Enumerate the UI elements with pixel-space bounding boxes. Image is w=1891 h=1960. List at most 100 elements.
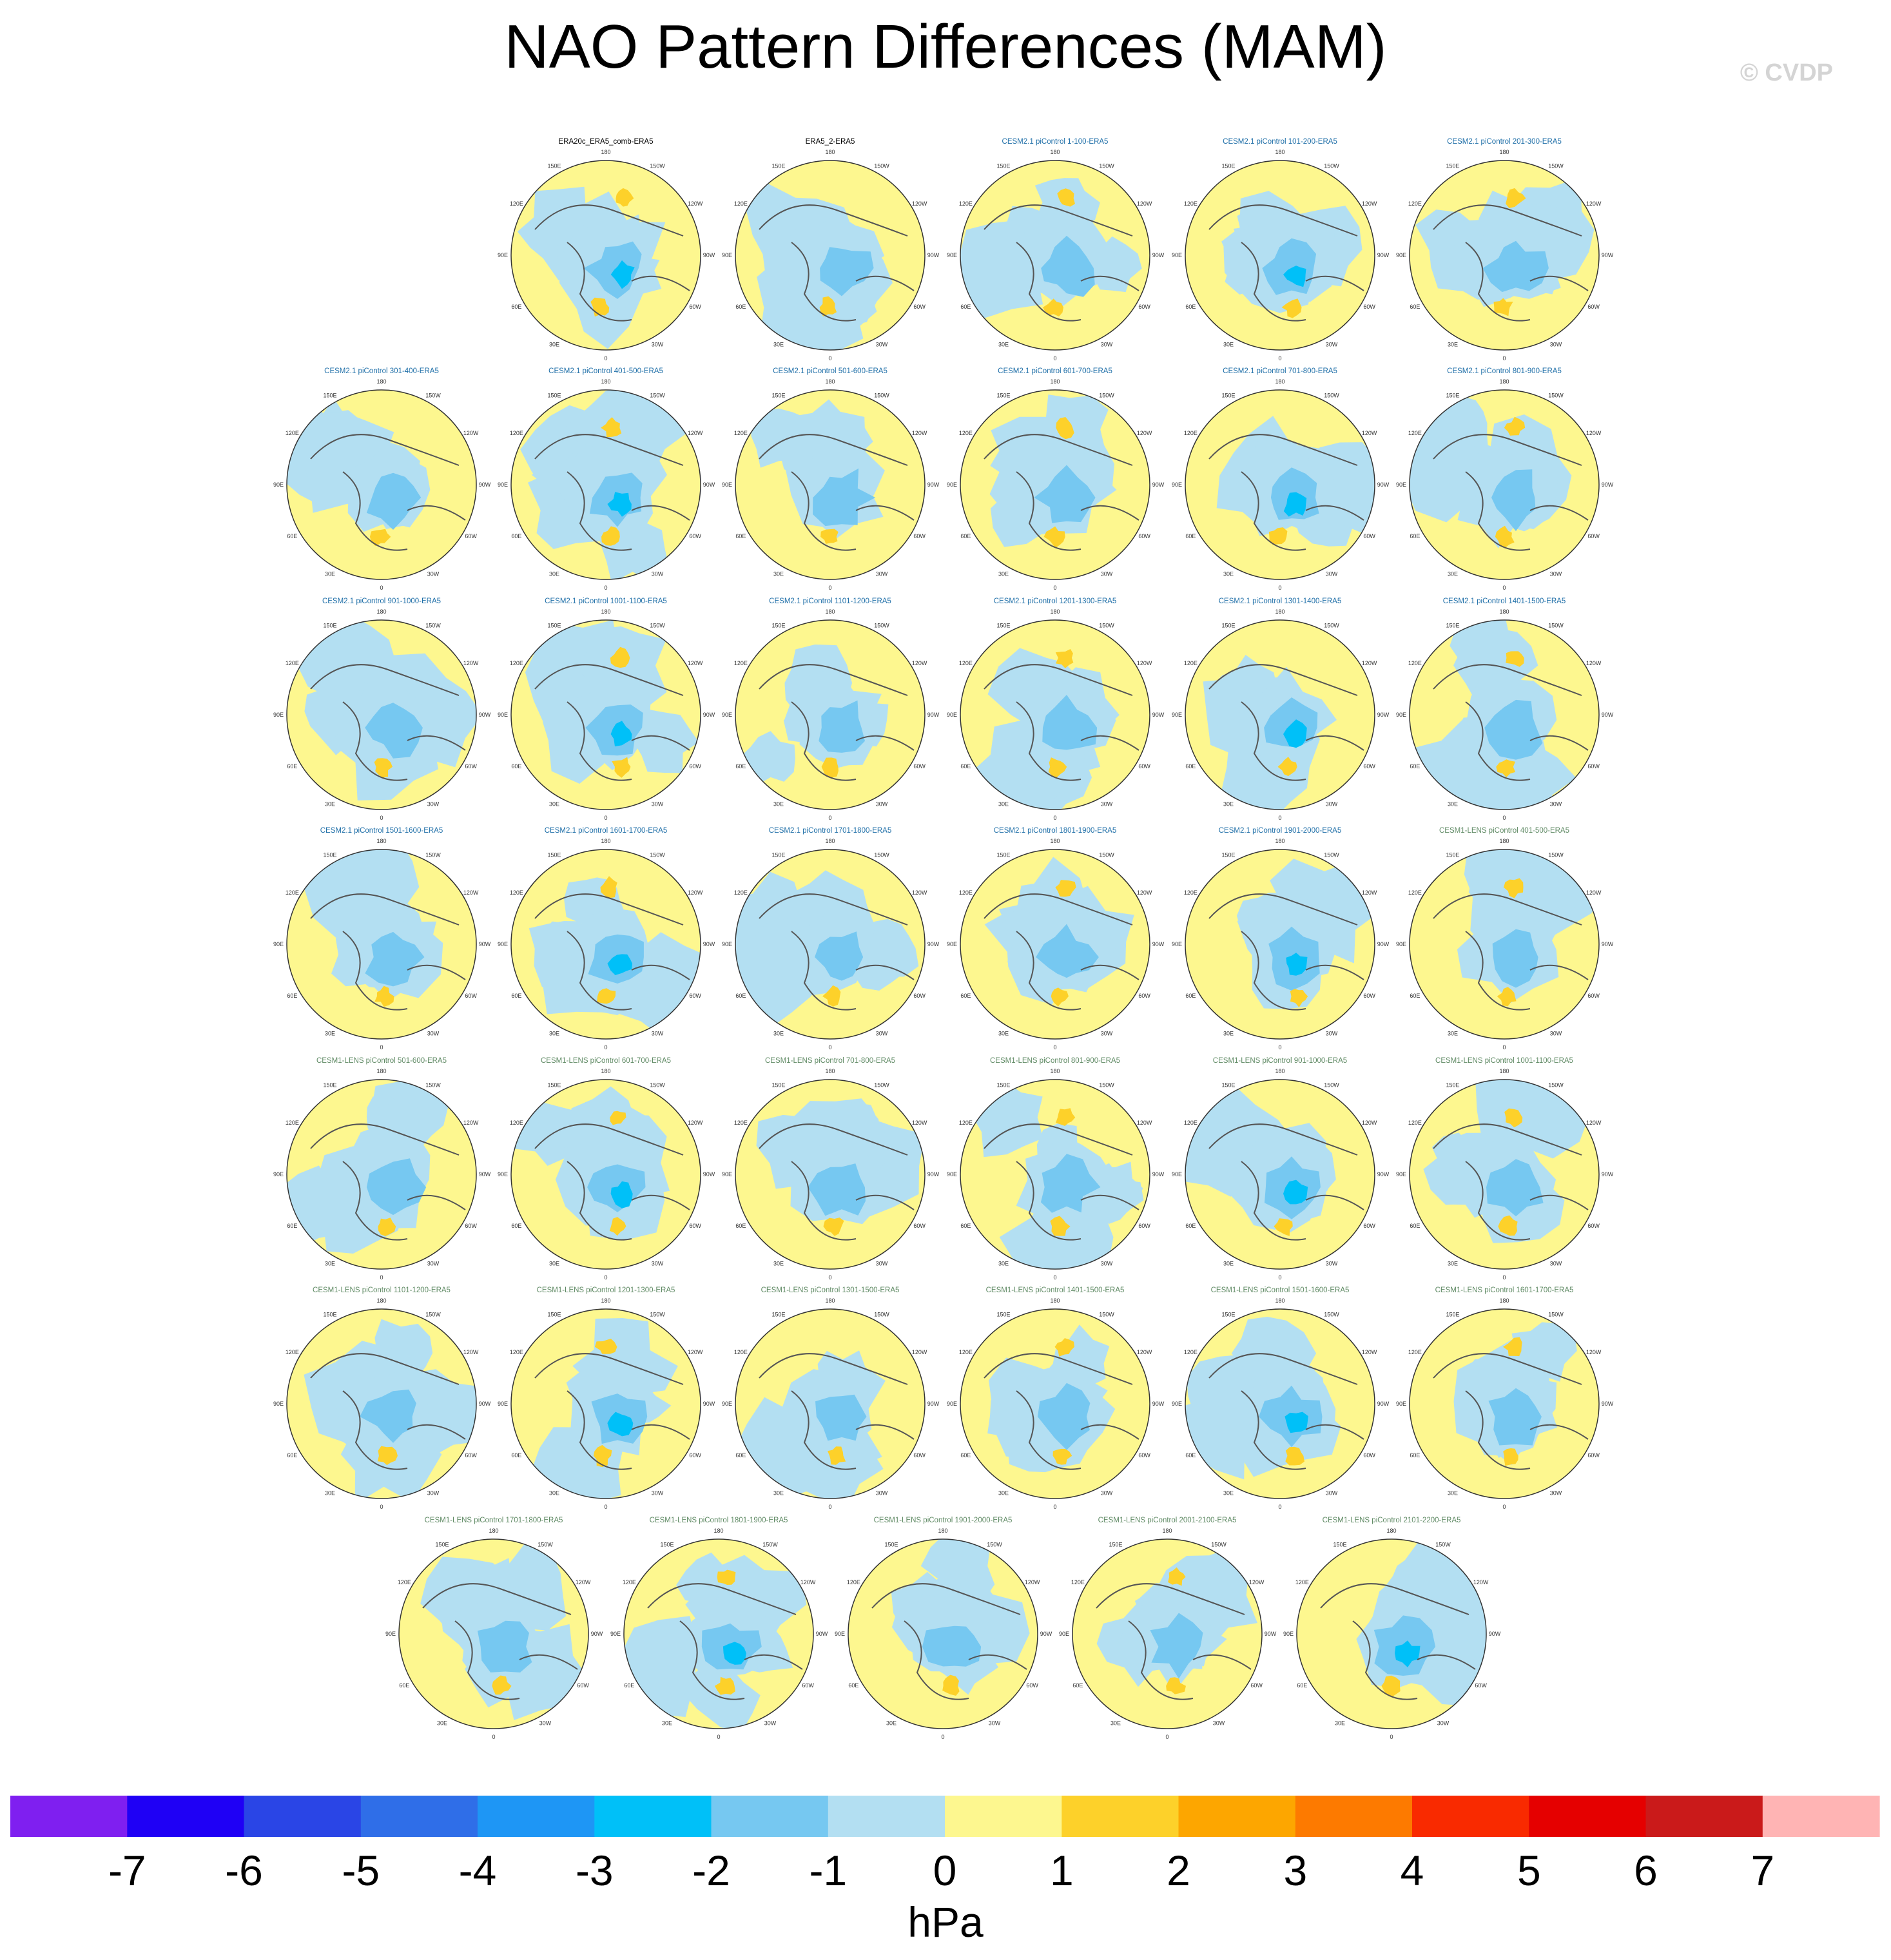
map-boundary xyxy=(510,389,701,580)
coastline xyxy=(855,275,915,291)
coastline xyxy=(1529,505,1589,521)
longitude-label: 30W xyxy=(427,1031,440,1037)
longitude-label: 120W xyxy=(1137,660,1152,666)
longitude-label: 0 xyxy=(380,1044,383,1051)
longitude-label: 90E xyxy=(947,481,957,488)
longitude-label: 90W xyxy=(1152,1401,1165,1407)
longitude-label: 180 xyxy=(1275,838,1285,844)
longitude-label: 0 xyxy=(604,355,607,362)
longitude-label: 90W xyxy=(1377,941,1390,947)
longitude-label: 60W xyxy=(465,763,477,770)
longitude-label: 120E xyxy=(1408,1120,1422,1126)
longitude-label: 120W xyxy=(1473,1579,1489,1586)
negative-core-region xyxy=(610,260,635,289)
positive-anomaly-region xyxy=(823,1218,844,1236)
coastline xyxy=(791,471,857,551)
longitude-label: 150E xyxy=(435,1541,449,1548)
map-boundary xyxy=(286,619,477,810)
negative-anomaly-region xyxy=(684,1661,761,1729)
longitude-label: 90W xyxy=(927,1171,940,1178)
coastline xyxy=(407,505,466,521)
positive-anomaly-region xyxy=(610,646,630,668)
longitude-label: 150W xyxy=(1548,162,1564,169)
longitude-label: 30E xyxy=(662,1720,672,1727)
longitude-label: 120W xyxy=(912,889,927,896)
longitude-label: 30E xyxy=(1448,342,1458,348)
negative-core-region xyxy=(1488,1388,1542,1446)
longitude-label: 150E xyxy=(996,1311,1010,1317)
longitude-label: 30W xyxy=(427,571,440,577)
longitude-label: 120W xyxy=(463,430,479,436)
panel-title: CESM2.1 piControl 801-900-ERA5 xyxy=(1447,367,1562,375)
longitude-label: 60E xyxy=(1410,1223,1420,1229)
longitude-label: 90W xyxy=(1152,481,1165,488)
negative-core-region xyxy=(1285,1412,1308,1433)
longitude-label: 120E xyxy=(510,1120,523,1126)
panel-title: CESM1-LENS piControl 1401-1500-ERA5 xyxy=(986,1286,1125,1294)
longitude-label: 150E xyxy=(323,392,336,398)
positive-anomaly-region xyxy=(492,1675,512,1695)
longitude-label: 180 xyxy=(825,838,835,844)
coastline xyxy=(1208,434,1358,466)
negative-core-region xyxy=(1283,266,1306,287)
longitude-label: 120E xyxy=(959,430,973,436)
coastline xyxy=(1241,931,1306,1011)
map-boundary xyxy=(1409,389,1600,580)
positive-anomaly-region xyxy=(714,1676,735,1695)
longitude-label: 120W xyxy=(463,889,479,896)
longitude-label: 60E xyxy=(511,533,521,539)
positive-anomaly-region xyxy=(1285,1446,1304,1466)
map-panel: 180 150E 120E 90E 60E 30E 0 30W 60W 90W 120W 150W CE… xyxy=(947,367,1165,591)
longitude-label: 90W xyxy=(1602,712,1614,718)
longitude-label: 150W xyxy=(1435,1541,1451,1548)
positive-anomaly-region xyxy=(616,188,634,207)
coastline xyxy=(1241,1161,1306,1241)
longitude-label: 180 xyxy=(938,1528,947,1534)
longitude-label: 150W xyxy=(1324,851,1339,858)
coastline xyxy=(534,1123,684,1156)
longitude-label: 90E xyxy=(1396,481,1406,488)
positive-anomaly-region xyxy=(1281,298,1302,318)
colorbar-box xyxy=(711,1796,829,1837)
longitude-label: 30W xyxy=(1437,1720,1450,1727)
longitude-label: 180 xyxy=(825,608,835,615)
longitude-label: 0 xyxy=(828,1274,831,1281)
longitude-label: 60W xyxy=(1138,1223,1150,1229)
coastline xyxy=(984,664,1133,696)
longitude-label: 60E xyxy=(960,533,971,539)
longitude-label: 60W xyxy=(913,763,926,770)
longitude-label: 0 xyxy=(1278,1274,1281,1281)
longitude-label: 120W xyxy=(1362,1120,1377,1126)
longitude-label: 120E xyxy=(734,1120,748,1126)
map-panel: 180 150E 120E 90E 60E 30E 0 30W 60W 90W 120W 150W CE… xyxy=(1396,1057,1614,1281)
longitude-label: 30W xyxy=(652,571,664,577)
colorbar-box xyxy=(244,1796,362,1837)
longitude-label: 150W xyxy=(425,392,441,398)
longitude-label: 180 xyxy=(376,838,386,844)
longitude-label: 60W xyxy=(1363,1223,1375,1229)
coastline xyxy=(984,1353,1133,1385)
map-panel: 180 150E 120E 90E 60E 30E 0 30W 60W 90W 120W 150W CE… xyxy=(722,1057,940,1281)
map-boundary xyxy=(623,1538,814,1729)
positive-anomaly-region xyxy=(1055,649,1074,668)
longitude-label: 30E xyxy=(325,571,335,577)
longitude-label: 30W xyxy=(652,1031,664,1037)
longitude-label: 120W xyxy=(800,1579,816,1586)
longitude-label: 120W xyxy=(1137,430,1152,436)
longitude-label: 90E xyxy=(947,712,957,718)
panel-title: CESM2.1 piControl 501-600-ERA5 xyxy=(773,367,887,375)
negative-anomaly-region xyxy=(1475,1080,1591,1159)
coastline xyxy=(855,735,915,751)
longitude-label: 120E xyxy=(1184,889,1198,896)
longitude-label: 30E xyxy=(1223,571,1234,577)
map-panel: 180 150E 120E 90E 60E 30E 0 30W 60W 90W 120W 150W CE… xyxy=(273,1057,491,1281)
longitude-label: 150E xyxy=(1446,392,1459,398)
longitude-label: 90E xyxy=(722,941,732,947)
coastline xyxy=(454,1620,520,1700)
coastline xyxy=(1208,204,1358,237)
map-boundary xyxy=(1409,849,1600,1040)
longitude-label: 120E xyxy=(1071,1579,1085,1586)
longitude-label: 60W xyxy=(1363,304,1375,310)
positive-anomaly-region xyxy=(610,1111,626,1125)
longitude-label: 60E xyxy=(511,993,521,999)
